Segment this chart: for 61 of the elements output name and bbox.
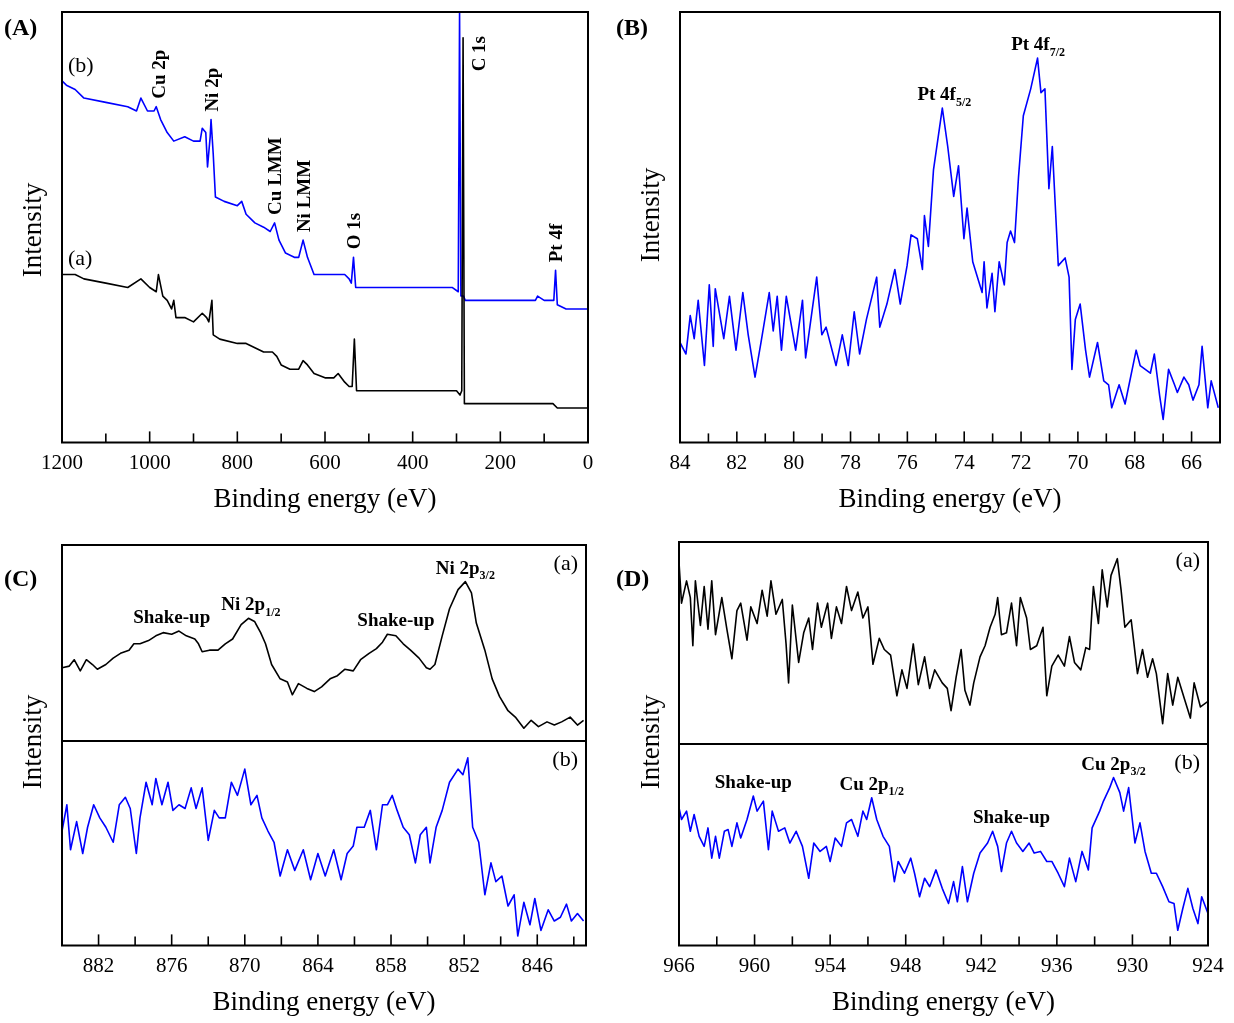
x-tick-label: 942: [965, 952, 998, 977]
x-tick-label: 1200: [41, 449, 83, 474]
text: (b): [552, 745, 578, 771]
y-axis-title: Intensity: [16, 182, 48, 278]
x-tick-label: 800: [221, 449, 254, 474]
x-tick-label: 960: [738, 952, 771, 977]
x-tick-label: 72: [1010, 449, 1032, 474]
annotation: Pt 4f: [545, 223, 567, 263]
annotation: Shake-up: [714, 771, 792, 793]
x-tick-label: 924: [1192, 952, 1225, 977]
x-axis-title: Binding energy (eV): [832, 985, 1055, 1016]
x-tick-label: 846: [521, 952, 554, 977]
x-tick-label: 864: [302, 952, 335, 977]
annotation: C 1s: [468, 35, 490, 72]
y-axis-title: Intensity: [634, 167, 666, 263]
x-tick-label: 870: [229, 952, 261, 977]
x-tick-label: 70: [1067, 449, 1089, 474]
x-tick-label: 852: [448, 952, 480, 977]
x-tick-label: 400: [396, 449, 429, 474]
x-tick-label: 66: [1181, 449, 1203, 474]
y-axis-title: Intensity: [16, 694, 48, 790]
annotation: O 1s: [343, 212, 365, 250]
series-label: (b): [68, 51, 94, 77]
x-tick-label: 858: [375, 952, 407, 977]
chart-title: (B): [616, 14, 648, 41]
annotation: Shake-up: [133, 606, 211, 628]
x-axis-title: Binding energy (eV): [212, 985, 436, 1016]
x-tick-label: 600: [309, 449, 341, 474]
text: (a): [1175, 546, 1200, 572]
x-tick-label: 78: [840, 449, 862, 474]
text: (b): [1174, 748, 1200, 774]
chart-title: (C): [4, 565, 38, 592]
x-tick-label: 1000: [128, 449, 171, 474]
x-tick-label: 954: [814, 952, 847, 977]
annotation: Shake-up: [357, 609, 435, 631]
chart-title: (A): [4, 14, 38, 41]
annotation: Ni 2p: [200, 67, 222, 112]
x-tick-label: 74: [953, 449, 976, 474]
x-axis-title: Binding energy (eV): [838, 482, 1062, 513]
x-axis-title: Binding energy (eV): [213, 482, 437, 513]
x-tick-label: 80: [783, 449, 805, 474]
x-tick-label: 0: [582, 449, 594, 474]
x-tick-label: 930: [1116, 952, 1149, 977]
x-tick-label: 936: [1041, 952, 1073, 977]
annotation: Shake-up: [972, 806, 1051, 828]
x-tick-label: 966: [663, 952, 695, 977]
x-tick-label: 948: [889, 952, 922, 977]
x-tick-label: 68: [1124, 449, 1146, 474]
x-tick-label: 76: [896, 449, 918, 474]
text: (a): [553, 549, 578, 575]
chart-title: (D): [616, 565, 650, 592]
x-tick-label: 84: [669, 449, 691, 474]
x-tick-label: 876: [155, 952, 188, 977]
y-axis-title: Intensity: [634, 694, 666, 790]
x-tick-label: 882: [82, 952, 115, 977]
annotation: Cu 2p: [148, 49, 170, 99]
x-tick-label: 82: [726, 449, 748, 474]
x-tick-label: 200: [484, 449, 517, 474]
series-label: (a): [68, 245, 93, 271]
annotation: Cu LMM: [264, 137, 286, 215]
annotation: Ni LMM: [292, 159, 314, 233]
